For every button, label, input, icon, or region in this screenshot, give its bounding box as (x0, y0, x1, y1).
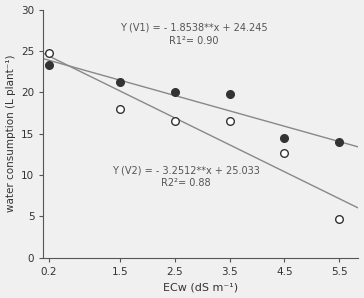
X-axis label: ECw (dS m⁻¹): ECw (dS m⁻¹) (163, 283, 238, 292)
Y-axis label: water consumption (L plant⁻¹): water consumption (L plant⁻¹) (5, 55, 16, 212)
Text: R1²= 0.90: R1²= 0.90 (169, 36, 219, 46)
Text: Y (V2) = - 3.2512**x + 25.033: Y (V2) = - 3.2512**x + 25.033 (112, 166, 260, 176)
Text: R2²= 0.88: R2²= 0.88 (161, 179, 211, 188)
Text: Y (V1) = - 1.8538**x + 24.245: Y (V1) = - 1.8538**x + 24.245 (120, 23, 268, 33)
